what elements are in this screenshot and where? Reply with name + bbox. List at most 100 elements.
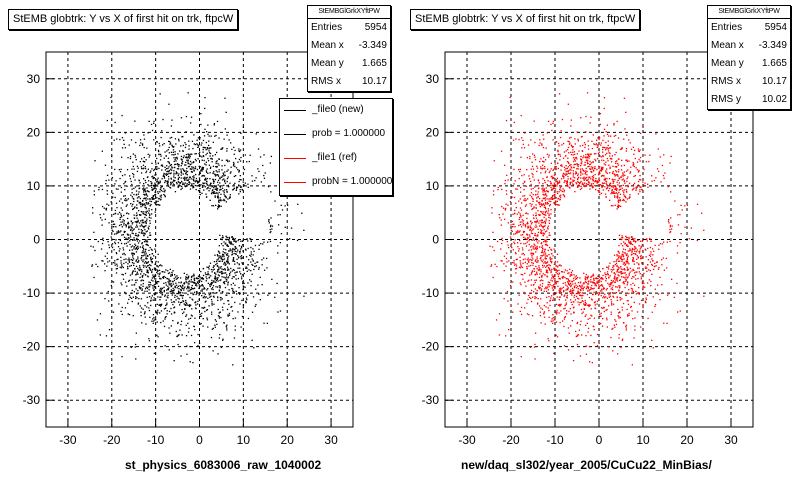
scatter-point: [146, 210, 148, 212]
scatter-point: [116, 138, 118, 140]
scatter-point: [169, 142, 172, 144]
scatter-point: [191, 140, 194, 142]
scatter-point: [159, 291, 161, 294]
scatter-point: [642, 288, 644, 291]
scatter-point: [521, 221, 523, 223]
scatter-point: [512, 226, 514, 228]
scatter-point: [187, 276, 190, 279]
scatter-point: [548, 246, 551, 249]
scatter-point: [157, 149, 160, 152]
scatter-point: [250, 270, 252, 272]
scatter-point: [154, 211, 156, 213]
scatter-point: [114, 260, 116, 262]
scatter-point: [206, 148, 208, 150]
scatter-point: [223, 248, 225, 250]
scatter-point: [599, 292, 601, 294]
scatter-point: [600, 307, 603, 309]
scatter-point: [141, 204, 144, 206]
scatter-point: [535, 215, 537, 217]
scatter-point: [583, 142, 586, 144]
scatter-point: [146, 147, 148, 149]
scatter-point: [590, 166, 592, 168]
scatter-point: [539, 246, 541, 248]
scatter-point: [210, 193, 213, 195]
scatter-point: [189, 157, 191, 159]
scatter-point: [142, 247, 144, 249]
scatter-point: [155, 166, 157, 168]
scatter-point: [602, 278, 604, 280]
scatter-point: [263, 154, 265, 156]
scatter-point: [622, 178, 624, 180]
scatter-point: [625, 254, 627, 256]
scatter-point: [552, 120, 555, 123]
scatter-point: [303, 295, 305, 297]
scatter-point: [241, 262, 243, 264]
scatter-point: [228, 269, 230, 271]
scatter-point: [512, 249, 514, 251]
scatter-point: [201, 307, 203, 309]
scatter-point: [531, 208, 533, 211]
scatter-point: [523, 189, 525, 191]
scatter-point: [146, 271, 148, 273]
scatter-point: [199, 155, 202, 157]
scatter-point: [156, 303, 158, 305]
scatter-point: [504, 183, 506, 185]
scatter-point: [567, 166, 569, 168]
scatter-point: [550, 186, 552, 188]
scatter-point: [606, 157, 608, 160]
scatter-point: [188, 145, 190, 147]
scatter-point: [571, 290, 573, 292]
scatter-point: [558, 303, 561, 306]
scatter-point: [635, 290, 637, 292]
scatter-point: [149, 214, 151, 217]
scatter-point: [237, 249, 239, 251]
scatter-point: [567, 146, 570, 149]
scatter-point: [137, 273, 139, 275]
scatter-point: [525, 185, 527, 187]
scatter-point: [569, 184, 571, 186]
scatter-point: [108, 204, 110, 206]
scatter-point: [518, 200, 520, 202]
scatter-point: [185, 177, 187, 179]
scatter-point: [603, 107, 605, 110]
scatter-point: [614, 166, 616, 168]
scatter-point: [218, 158, 220, 160]
scatter-point: [555, 181, 557, 183]
scatter-point: [263, 241, 265, 243]
scatter-point: [528, 279, 530, 281]
scatter-point: [277, 252, 279, 254]
scatter-point: [135, 221, 138, 223]
scatter-point: [120, 207, 122, 209]
scatter-point: [178, 290, 180, 292]
scatter-point: [592, 325, 594, 327]
scatter-point: [603, 310, 605, 313]
scatter-point: [542, 160, 544, 162]
scatter-point: [131, 249, 133, 251]
scatter-point: [537, 298, 539, 300]
scatter-point: [604, 177, 606, 179]
scatter-point: [129, 240, 131, 242]
scatter-point: [251, 175, 253, 177]
scatter-point: [621, 238, 623, 241]
scatter-point: [619, 257, 622, 259]
scatter-point: [598, 181, 600, 183]
scatter-point: [228, 139, 230, 141]
scatter-point: [200, 184, 202, 186]
scatter-point: [582, 289, 584, 291]
scatter-point: [567, 272, 569, 275]
scatter-point: [148, 208, 150, 210]
scatter-point: [235, 157, 237, 160]
scatter-point: [189, 361, 191, 363]
scatter-point: [179, 304, 181, 306]
scatter-point: [274, 296, 276, 298]
scatter-point: [633, 337, 635, 339]
scatter-point: [143, 178, 145, 180]
scatter-point: [523, 236, 525, 238]
scatter-point: [605, 309, 607, 311]
scatter-point: [498, 214, 500, 216]
scatter-point: [579, 182, 581, 185]
scatter-point: [617, 277, 619, 279]
scatter-point: [239, 252, 241, 254]
scatter-point: [587, 140, 589, 142]
scatter-point: [156, 334, 158, 336]
